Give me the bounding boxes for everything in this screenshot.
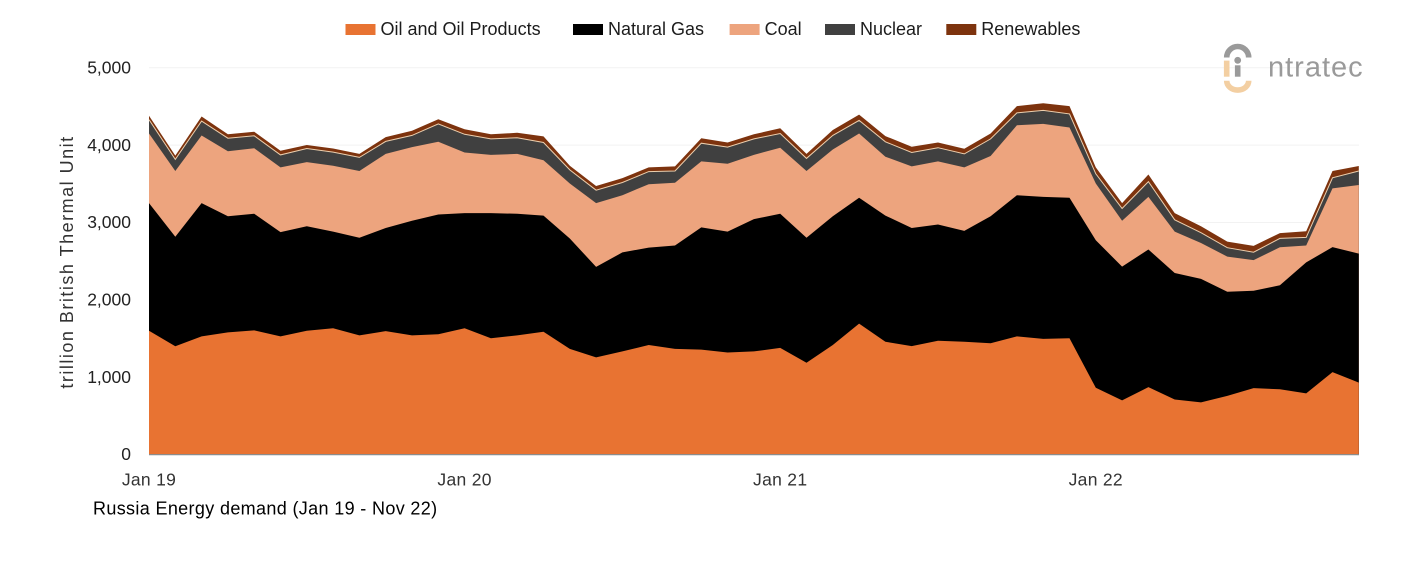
- svg-text:ntratec: ntratec: [1268, 52, 1364, 84]
- svg-text:5,000: 5,000: [87, 58, 131, 78]
- svg-text:Oil and Oil Products: Oil and Oil Products: [381, 19, 541, 39]
- svg-text:Coal: Coal: [765, 19, 802, 39]
- svg-text:Renewables: Renewables: [981, 19, 1080, 39]
- svg-text:1,000: 1,000: [87, 367, 131, 387]
- svg-text:Jan 22: Jan 22: [1069, 470, 1123, 490]
- svg-text:Russia Energy demand (Jan 19 -: Russia Energy demand (Jan 19 - Nov 22): [93, 499, 437, 519]
- svg-text:Jan 19: Jan 19: [122, 470, 176, 490]
- svg-text:trillion British Thermal Unit: trillion British Thermal Unit: [57, 135, 77, 388]
- svg-text:Jan 20: Jan 20: [437, 470, 491, 490]
- svg-text:Jan 21: Jan 21: [753, 470, 807, 490]
- svg-text:0: 0: [121, 444, 131, 464]
- svg-text:4,000: 4,000: [87, 135, 131, 155]
- svg-text:Natural Gas: Natural Gas: [608, 19, 704, 39]
- svg-text:Nuclear: Nuclear: [860, 19, 922, 39]
- svg-text:2,000: 2,000: [87, 290, 131, 310]
- svg-text:3,000: 3,000: [87, 212, 131, 232]
